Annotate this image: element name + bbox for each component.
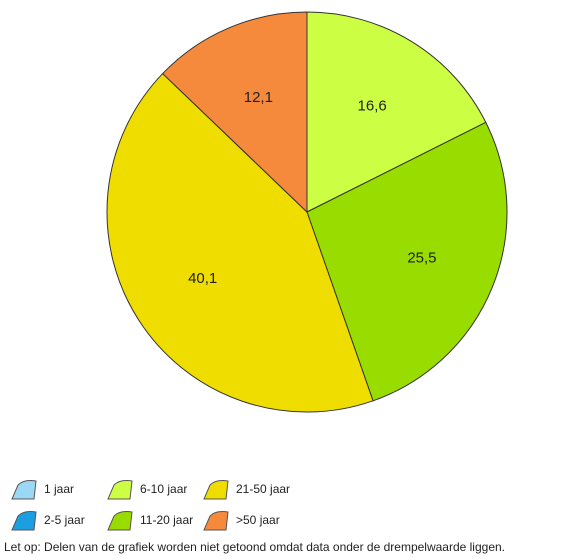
slice-label: 40,1	[188, 270, 217, 287]
legend-label: 6-10 jaar	[140, 482, 187, 496]
legend-swatch	[203, 480, 229, 500]
pie-slice	[106, 72, 374, 413]
slice-label: 12,1	[244, 89, 273, 106]
legend-swatch	[203, 511, 229, 531]
pie-slice	[306, 121, 508, 402]
pie-slice	[306, 11, 487, 213]
slice-label: 16,6	[358, 97, 387, 114]
legend-swatch	[11, 480, 37, 500]
slice-label: 25,5	[407, 250, 436, 267]
pie-slice	[161, 11, 308, 214]
legend-swatch	[11, 511, 37, 531]
legend-swatch	[107, 511, 133, 531]
legend-label: 1 jaar	[44, 482, 74, 496]
legend-swatch	[107, 480, 133, 500]
legend-label: 11-20 jaar	[140, 513, 193, 527]
legend-label: 21-50 jaar	[236, 482, 290, 496]
legend-label: 2-5 jaar	[44, 513, 85, 527]
legend-label: >50 jaar	[236, 513, 280, 527]
note: Let op: Delen van de grafiek worden niet…	[4, 540, 505, 554]
